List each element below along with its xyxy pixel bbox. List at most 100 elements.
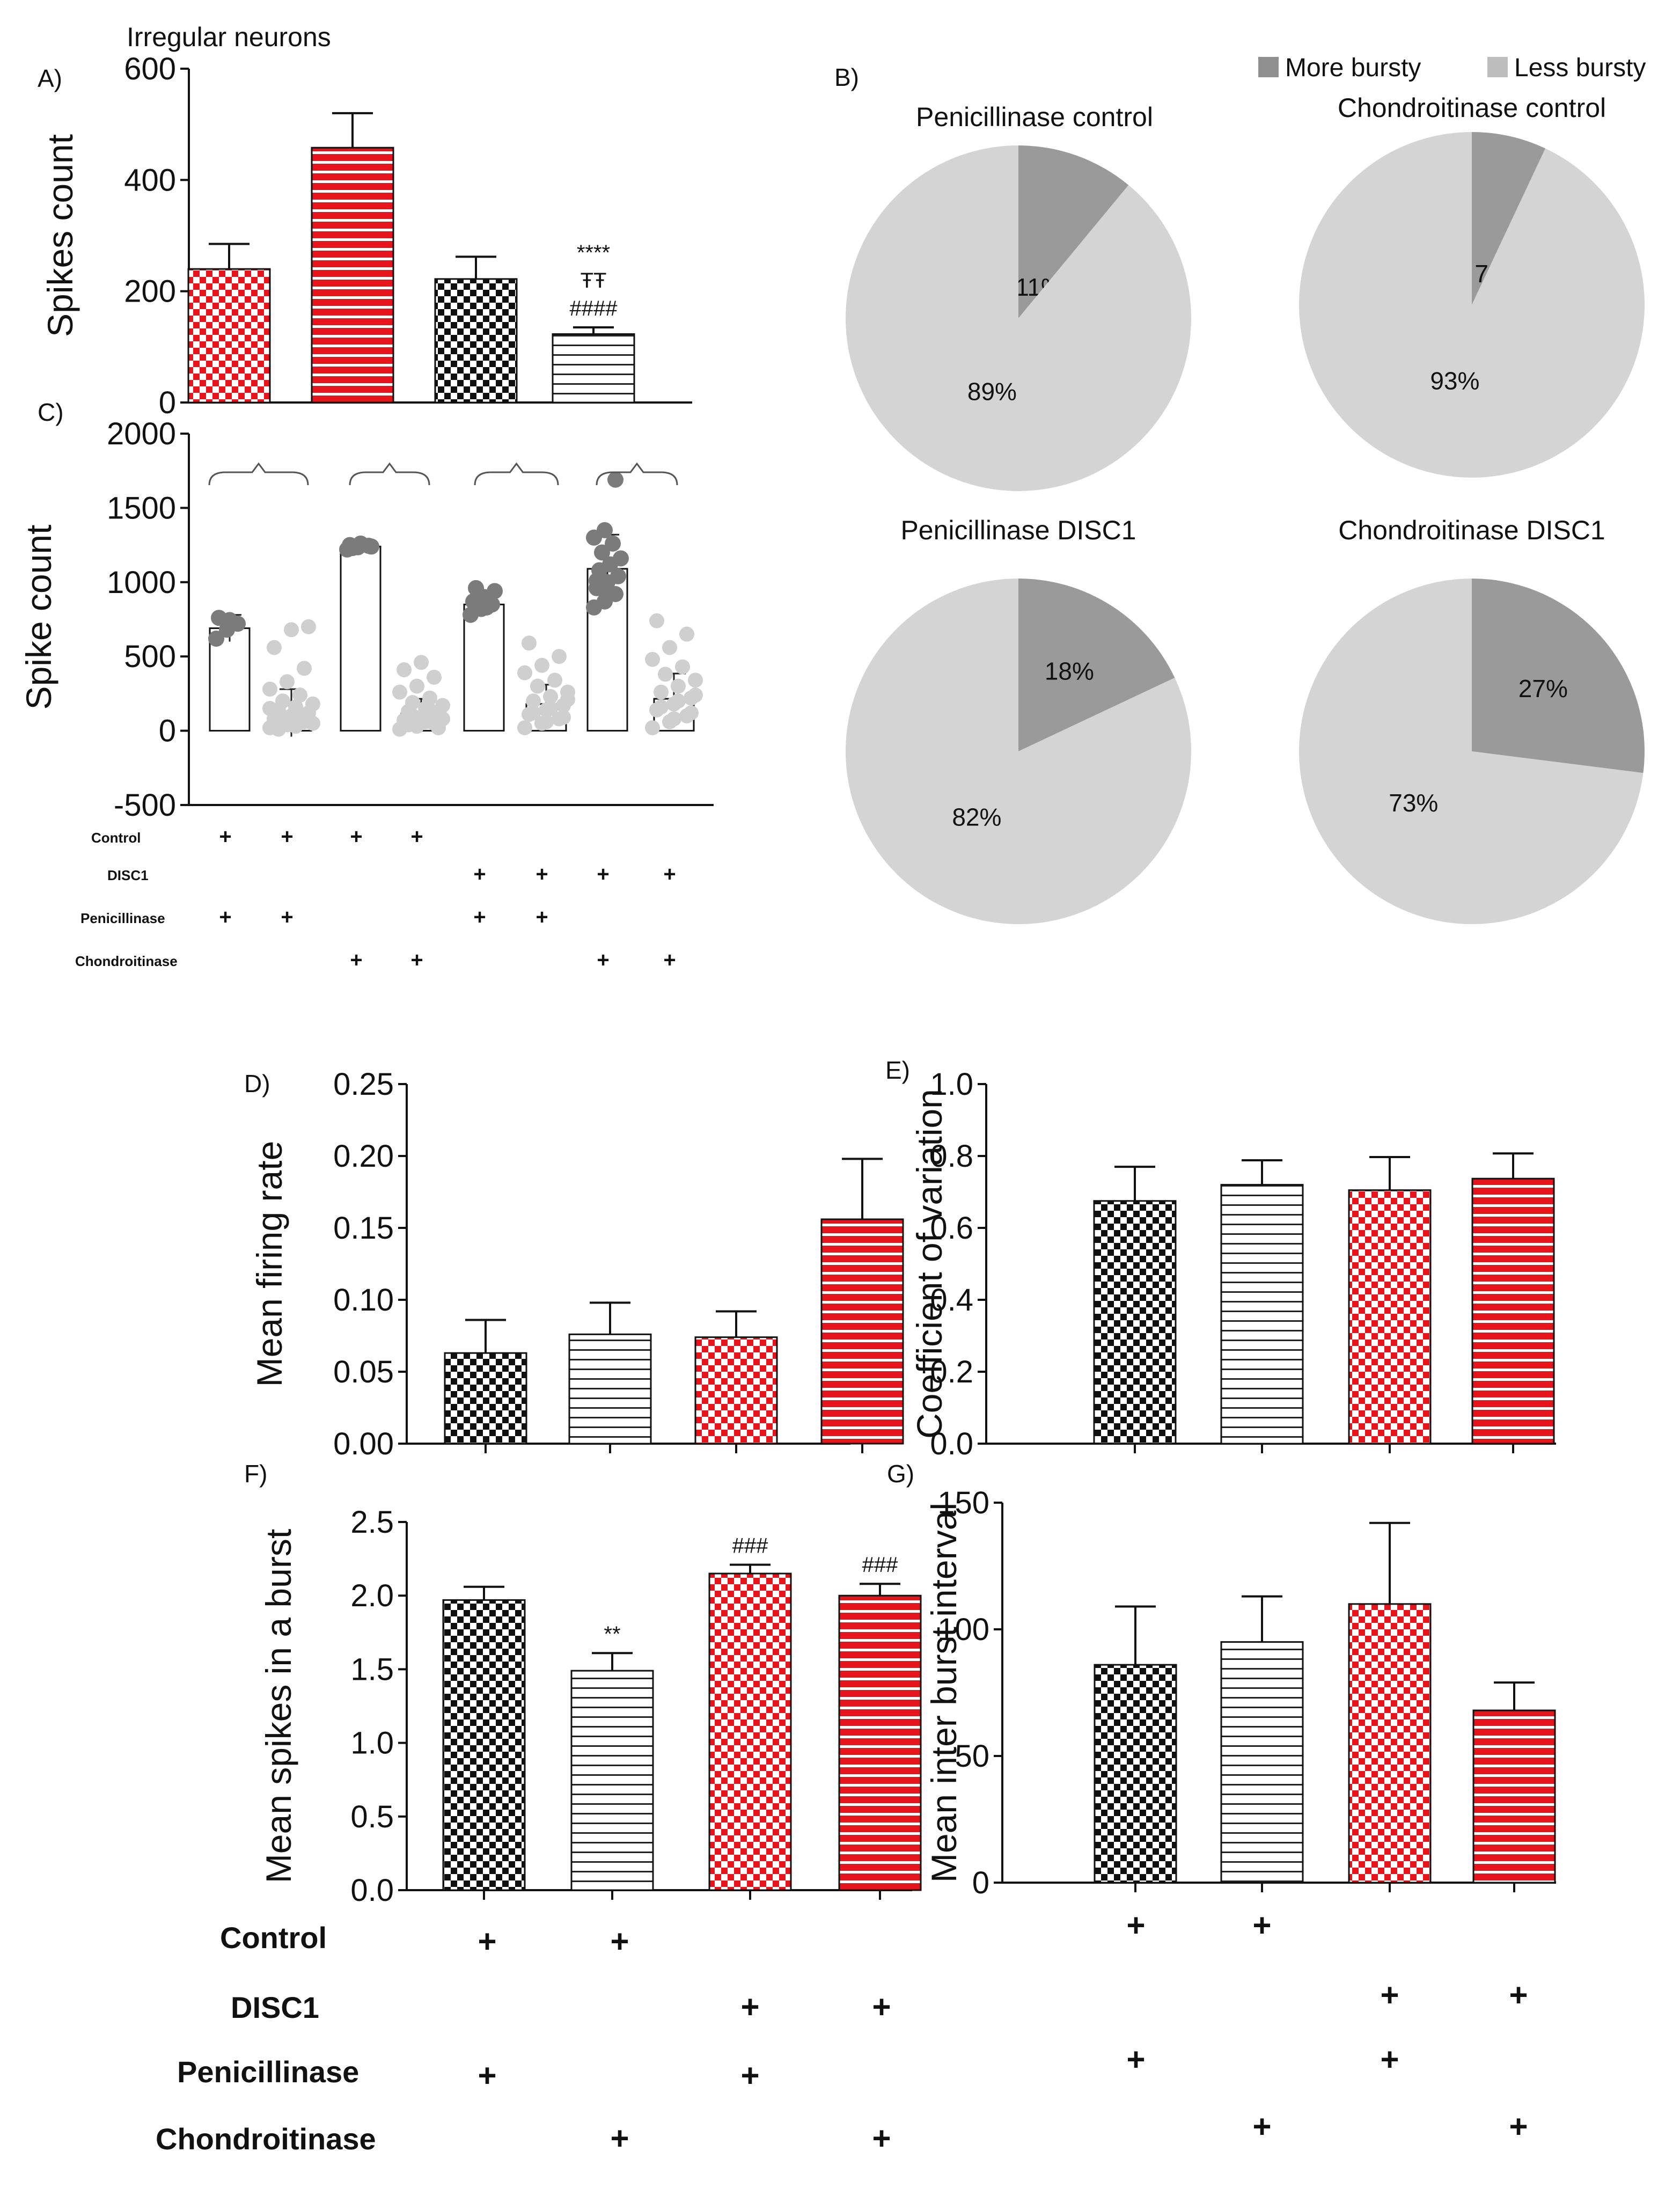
panel-a-y-axis-label: Spikes count (40, 134, 80, 337)
panel-f-plus-sign: + (872, 2120, 891, 2156)
panel-g-plus-sign: + (1126, 1907, 1145, 1943)
panel-c-point (645, 720, 660, 736)
panel-g-plus-sign: + (1380, 2041, 1399, 2077)
panel-e-bar (1220, 1184, 1304, 1445)
panel-d-bar (568, 1333, 652, 1445)
panel-f-y-tick-label: 0.5 (350, 1799, 394, 1834)
pie-slice (1298, 132, 1645, 478)
panel-c-point (344, 540, 361, 557)
panel-f-bar (442, 1599, 526, 1891)
panel-c-point (363, 538, 379, 555)
panel-c-point (662, 640, 677, 655)
panel-g-plus-sign: + (1380, 1977, 1399, 2013)
panel-c-point (222, 612, 238, 628)
panel-c-brace (208, 462, 309, 486)
panel-c-brace (596, 462, 678, 486)
panel-c-point (392, 684, 407, 700)
panel-c-point (599, 583, 615, 599)
panel-a-title: Irregular neurons (127, 22, 331, 52)
panel-d-y-tick-label: 0.15 (333, 1211, 394, 1246)
panel-c-y-tick-label: 2000 (107, 416, 176, 451)
panel-g-plus-sign: + (1509, 1977, 1528, 2013)
panel-g-plus-sign: + (1252, 2109, 1271, 2145)
pie-slice (1299, 579, 1644, 925)
panel-c-point (487, 583, 503, 599)
panel-b-pie-charts: B) More bursty Less bursty Penicillinase co… (834, 54, 1646, 925)
panel-c-point (654, 699, 669, 715)
panel-c-point (405, 708, 420, 723)
panel-c-condition-label: Chondroitinase (75, 953, 178, 969)
panel-d-bar (444, 1352, 527, 1445)
panel-d-y-tick-label: 0.05 (333, 1355, 394, 1389)
panel-c-point (284, 622, 299, 638)
panel-c-point (422, 690, 437, 706)
panel-g-y-tick-label: 100 (937, 1612, 989, 1647)
panel-d-label: D) (244, 1070, 270, 1097)
pie-slice (1472, 579, 1645, 773)
panel-c-point (589, 573, 605, 589)
panel-g-bar (1472, 1709, 1556, 1884)
panel-c-plus-sign: + (597, 862, 609, 886)
panel-g-label: G) (887, 1460, 914, 1488)
panel-c-point (280, 674, 295, 690)
panel-g-y-tick-label: 0 (972, 1865, 989, 1900)
panel-c-plus-sign: + (473, 905, 486, 929)
panel-c-plus-sign: + (281, 825, 293, 848)
panel-c-condition-label: DISC1 (107, 867, 149, 883)
panel-c-point (552, 649, 567, 664)
panel-c-plus-sign: + (410, 825, 423, 848)
panel-f-significance: ### (732, 1534, 768, 1558)
panel-f-plus-sign: + (740, 1989, 759, 2025)
panel-c-point (267, 640, 282, 655)
panel-a-y-tick-label: 0 (159, 385, 176, 420)
panel-c-point (301, 619, 316, 634)
panel-c-point (517, 665, 532, 680)
panel-f-plus-sign: + (478, 1923, 496, 1959)
pie-slice (1018, 579, 1175, 751)
panel-a-bar (434, 278, 518, 404)
pie-percent-label: 82% (952, 803, 1001, 831)
panel-c-point (594, 544, 610, 561)
panel-d-y-tick-label: 0.10 (333, 1283, 394, 1318)
panel-g-y-axis-label: Mean inter burst interval (924, 1503, 964, 1883)
panel-c-point (547, 672, 562, 688)
panel-c-point (262, 701, 277, 716)
panel-c-point (418, 714, 433, 729)
panel-a-y-tick-label: 400 (124, 163, 176, 197)
pie-slice (846, 145, 1191, 492)
panel-c-point (530, 678, 545, 694)
panel-a-y-tick-label: 200 (124, 274, 176, 309)
panel-c-point (539, 714, 554, 729)
legend-label: More bursty (1285, 54, 1421, 82)
panel-g-bar (1094, 1664, 1177, 1884)
pie-percent-label: 93% (1430, 367, 1479, 394)
panel-e-bar (1471, 1177, 1555, 1445)
panel-c-point (422, 702, 437, 718)
panel-a-significance: **** (577, 241, 610, 265)
panel-f-y-tick-label: 2.5 (350, 1505, 394, 1540)
panel-c-point (605, 535, 621, 552)
panel-c-scatter-chart: C) Spike count -500 0 500 1000 1500 2000 Control… (19, 398, 714, 972)
panel-e-y-tick-label: 0.0 (930, 1426, 973, 1461)
panel-c-point (671, 678, 686, 694)
condition-table: Control + + + + DISC1 + + + + Penicillinase + + + + Cho… (156, 1907, 1528, 2156)
panel-d-y-tick-label: 0.20 (333, 1139, 394, 1174)
panel-a-significance: ŦŦ (581, 269, 607, 292)
pie-percent-label: 27% (1518, 675, 1568, 702)
panel-e-y-axis-label: Coefficient of variation (909, 1089, 949, 1439)
panel-c-plus-sign: + (473, 862, 486, 886)
panel-c-label: C) (38, 398, 64, 426)
panel-e-y-tick-label: 0.4 (930, 1283, 973, 1318)
panel-c-plus-sign: + (281, 905, 293, 929)
panel-f-bar (570, 1670, 654, 1891)
panel-c-point (479, 599, 495, 616)
panel-c-point (560, 692, 575, 707)
panel-g-bar (1220, 1641, 1304, 1884)
panel-c-point (409, 678, 424, 694)
panel-c-point (517, 720, 532, 736)
panel-b-label: B) (834, 63, 859, 91)
panel-c-point (435, 698, 450, 713)
panel-c-point (427, 669, 442, 685)
